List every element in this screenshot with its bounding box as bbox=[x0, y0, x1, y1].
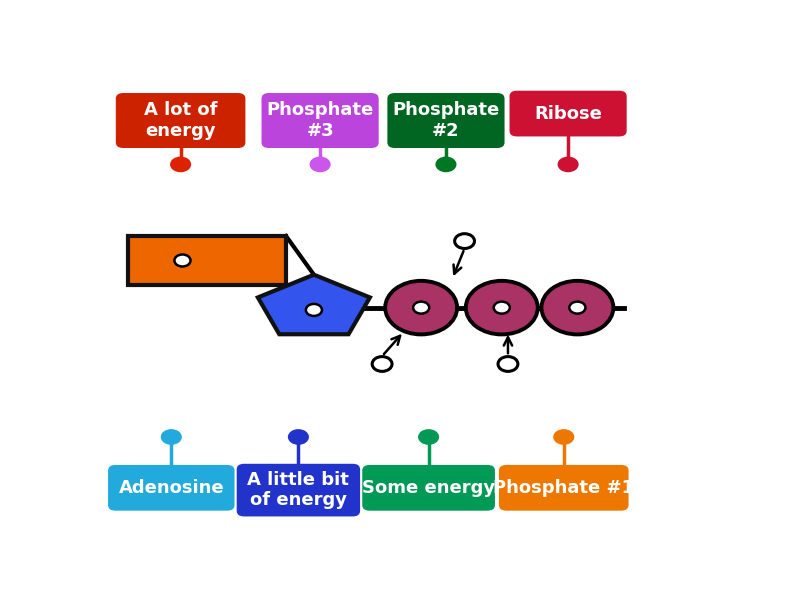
FancyBboxPatch shape bbox=[237, 464, 360, 517]
Circle shape bbox=[161, 429, 182, 445]
Circle shape bbox=[454, 233, 474, 248]
Circle shape bbox=[466, 281, 538, 334]
Circle shape bbox=[310, 157, 330, 172]
Text: A little bit
of energy: A little bit of energy bbox=[247, 471, 350, 509]
Circle shape bbox=[418, 429, 439, 445]
Text: Adenosine: Adenosine bbox=[118, 479, 224, 497]
Circle shape bbox=[494, 302, 510, 314]
Circle shape bbox=[174, 254, 190, 266]
Text: Ribose: Ribose bbox=[534, 104, 602, 122]
Circle shape bbox=[558, 157, 578, 172]
Circle shape bbox=[570, 302, 586, 314]
Circle shape bbox=[170, 157, 191, 172]
FancyBboxPatch shape bbox=[108, 465, 234, 511]
FancyBboxPatch shape bbox=[262, 93, 378, 148]
FancyBboxPatch shape bbox=[116, 93, 246, 148]
Text: Some energy: Some energy bbox=[362, 479, 495, 497]
Circle shape bbox=[306, 304, 322, 316]
FancyBboxPatch shape bbox=[510, 91, 626, 136]
Circle shape bbox=[372, 356, 392, 371]
Text: Phosphate #1: Phosphate #1 bbox=[493, 479, 634, 497]
FancyBboxPatch shape bbox=[387, 93, 505, 148]
Text: A lot of
energy: A lot of energy bbox=[144, 101, 218, 140]
Circle shape bbox=[413, 302, 430, 314]
Circle shape bbox=[542, 281, 614, 334]
Text: Phosphate
#3: Phosphate #3 bbox=[266, 101, 374, 140]
Polygon shape bbox=[258, 275, 370, 334]
Circle shape bbox=[435, 157, 457, 172]
FancyBboxPatch shape bbox=[128, 236, 286, 284]
Circle shape bbox=[498, 356, 518, 371]
Circle shape bbox=[288, 429, 309, 445]
FancyBboxPatch shape bbox=[499, 465, 629, 511]
Circle shape bbox=[554, 429, 574, 445]
FancyBboxPatch shape bbox=[362, 465, 495, 511]
Circle shape bbox=[386, 281, 457, 334]
Text: Phosphate
#2: Phosphate #2 bbox=[392, 101, 499, 140]
